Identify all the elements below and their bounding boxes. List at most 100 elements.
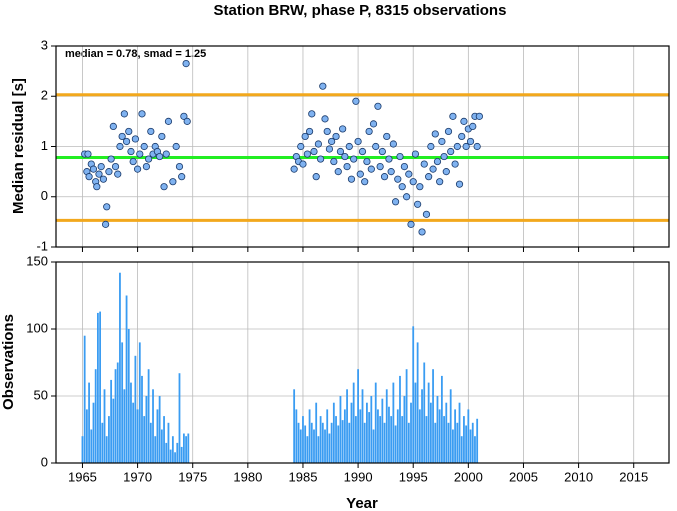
bar bbox=[390, 416, 393, 463]
point bbox=[325, 145, 334, 153]
bar bbox=[315, 402, 318, 463]
bar bbox=[295, 409, 298, 463]
point bbox=[290, 165, 298, 173]
x-axis-label: Year bbox=[346, 495, 378, 511]
bar bbox=[125, 295, 128, 463]
point bbox=[396, 152, 404, 161]
bar bbox=[176, 442, 179, 463]
x-tick-label: 1980 bbox=[233, 469, 262, 484]
point bbox=[447, 147, 455, 156]
bar bbox=[474, 436, 476, 463]
bar bbox=[412, 326, 415, 463]
point bbox=[330, 157, 338, 166]
point bbox=[336, 147, 345, 156]
bar bbox=[136, 409, 139, 463]
point bbox=[162, 150, 170, 158]
point bbox=[321, 115, 329, 123]
point bbox=[164, 117, 173, 125]
bar bbox=[130, 382, 132, 463]
bar bbox=[405, 369, 408, 463]
bar bbox=[399, 375, 401, 463]
bar bbox=[372, 429, 375, 463]
x-tick-label: 2000 bbox=[454, 469, 483, 484]
bar bbox=[110, 379, 113, 463]
y-tick-label: 50 bbox=[34, 387, 48, 402]
bar bbox=[94, 369, 97, 463]
point bbox=[403, 193, 411, 201]
point bbox=[109, 122, 117, 131]
point bbox=[427, 142, 435, 151]
point bbox=[352, 97, 360, 105]
point bbox=[462, 142, 470, 151]
point bbox=[473, 142, 481, 151]
point bbox=[361, 178, 369, 186]
point bbox=[317, 155, 325, 163]
point bbox=[339, 125, 347, 133]
bar bbox=[361, 389, 364, 463]
y-tick-label: 0 bbox=[41, 188, 48, 203]
y-tick-label: 3 bbox=[41, 37, 48, 52]
point bbox=[136, 150, 144, 158]
bar bbox=[321, 422, 324, 463]
bar bbox=[328, 433, 331, 463]
bar bbox=[297, 422, 300, 463]
point bbox=[433, 157, 442, 166]
y-tick-label: 1 bbox=[41, 138, 48, 153]
bar bbox=[368, 412, 371, 463]
point bbox=[365, 127, 373, 136]
point bbox=[466, 137, 475, 146]
bar bbox=[143, 416, 146, 463]
bar bbox=[423, 362, 426, 463]
point bbox=[323, 127, 331, 136]
bar bbox=[350, 402, 353, 463]
bar bbox=[427, 382, 430, 463]
bar bbox=[343, 409, 346, 463]
bar bbox=[354, 416, 357, 463]
bar bbox=[313, 429, 315, 463]
bar bbox=[156, 409, 159, 463]
bar bbox=[103, 389, 106, 463]
y-axis-label: Observations bbox=[0, 314, 17, 410]
bar bbox=[465, 425, 468, 463]
bar bbox=[463, 416, 465, 463]
point bbox=[297, 142, 305, 151]
bar bbox=[363, 422, 366, 463]
bar bbox=[88, 382, 90, 463]
bar bbox=[456, 422, 459, 463]
point bbox=[305, 127, 314, 136]
point bbox=[350, 155, 358, 163]
bar bbox=[366, 402, 368, 463]
point bbox=[89, 165, 98, 173]
bar bbox=[396, 409, 399, 463]
point bbox=[102, 220, 110, 228]
point bbox=[103, 203, 111, 211]
point bbox=[385, 155, 393, 163]
bar bbox=[167, 422, 170, 463]
point bbox=[358, 147, 367, 156]
plot-area bbox=[56, 59, 669, 236]
point bbox=[391, 198, 400, 206]
point bbox=[383, 132, 391, 141]
bar bbox=[449, 389, 452, 463]
bar bbox=[357, 369, 359, 463]
point bbox=[319, 82, 327, 90]
bar bbox=[319, 416, 322, 463]
bar bbox=[469, 429, 472, 463]
point bbox=[303, 150, 311, 158]
point bbox=[158, 132, 166, 141]
bar bbox=[114, 369, 117, 463]
bar bbox=[119, 272, 121, 463]
bar bbox=[407, 422, 410, 463]
point bbox=[99, 175, 108, 183]
bar bbox=[403, 396, 406, 463]
bar bbox=[310, 422, 313, 463]
bar bbox=[171, 436, 174, 463]
bar bbox=[145, 396, 148, 463]
bar bbox=[317, 436, 320, 463]
x-tick-label: 2005 bbox=[509, 469, 538, 484]
point bbox=[455, 180, 464, 188]
point bbox=[334, 168, 342, 176]
bar bbox=[154, 436, 157, 463]
point bbox=[444, 127, 453, 136]
bar bbox=[85, 409, 88, 463]
